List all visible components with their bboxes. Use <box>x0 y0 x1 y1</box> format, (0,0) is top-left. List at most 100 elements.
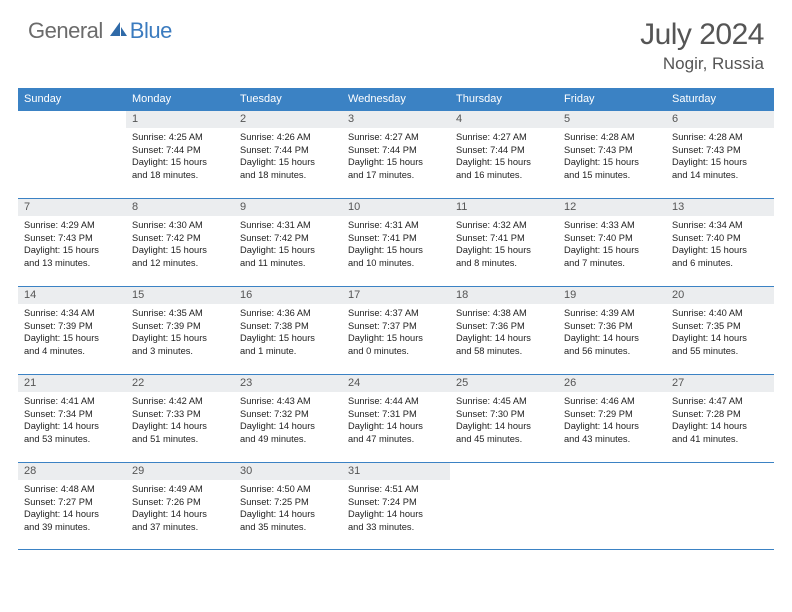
day-number: 25 <box>450 375 558 392</box>
sunrise-text: Sunrise: 4:27 AM <box>348 131 444 144</box>
day-number: 23 <box>234 375 342 392</box>
daylight-text: Daylight: 14 hours <box>564 420 660 433</box>
day-number: 5 <box>558 111 666 128</box>
sunrise-text: Sunrise: 4:34 AM <box>24 307 120 320</box>
daylight-text: Daylight: 15 hours <box>240 156 336 169</box>
day-number: 16 <box>234 287 342 304</box>
calendar-cell: 27Sunrise: 4:47 AMSunset: 7:28 PMDayligh… <box>666 374 774 462</box>
calendar-cell: 24Sunrise: 4:44 AMSunset: 7:31 PMDayligh… <box>342 374 450 462</box>
daylight-text: and 37 minutes. <box>132 521 228 534</box>
calendar-cell <box>666 462 774 550</box>
calendar-cell: 8Sunrise: 4:30 AMSunset: 7:42 PMDaylight… <box>126 198 234 286</box>
sunrise-text: Sunrise: 4:42 AM <box>132 395 228 408</box>
daylight-text: and 51 minutes. <box>132 433 228 446</box>
sunrise-text: Sunrise: 4:46 AM <box>564 395 660 408</box>
day-info: Sunrise: 4:51 AMSunset: 7:24 PMDaylight:… <box>342 480 450 539</box>
logo-text-blue: Blue <box>130 18 172 44</box>
sunset-text: Sunset: 7:26 PM <box>132 496 228 509</box>
daylight-text: and 11 minutes. <box>240 257 336 270</box>
calendar-cell: 16Sunrise: 4:36 AMSunset: 7:38 PMDayligh… <box>234 286 342 374</box>
day-info: Sunrise: 4:28 AMSunset: 7:43 PMDaylight:… <box>666 128 774 187</box>
sunrise-text: Sunrise: 4:49 AM <box>132 483 228 496</box>
day-info: Sunrise: 4:37 AMSunset: 7:37 PMDaylight:… <box>342 304 450 363</box>
calendar-cell: 26Sunrise: 4:46 AMSunset: 7:29 PMDayligh… <box>558 374 666 462</box>
day-info: Sunrise: 4:36 AMSunset: 7:38 PMDaylight:… <box>234 304 342 363</box>
calendar-cell: 5Sunrise: 4:28 AMSunset: 7:43 PMDaylight… <box>558 110 666 198</box>
daylight-text: Daylight: 14 hours <box>132 420 228 433</box>
calendar-cell: 18Sunrise: 4:38 AMSunset: 7:36 PMDayligh… <box>450 286 558 374</box>
daylight-text: Daylight: 15 hours <box>24 332 120 345</box>
daylight-text: Daylight: 14 hours <box>240 508 336 521</box>
daylight-text: Daylight: 14 hours <box>24 420 120 433</box>
day-number: 6 <box>666 111 774 128</box>
day-info: Sunrise: 4:34 AMSunset: 7:40 PMDaylight:… <box>666 216 774 275</box>
day-number: 26 <box>558 375 666 392</box>
calendar-cell: 17Sunrise: 4:37 AMSunset: 7:37 PMDayligh… <box>342 286 450 374</box>
daylight-text: and 18 minutes. <box>240 169 336 182</box>
weekday-tue: Tuesday <box>234 88 342 110</box>
day-number: 2 <box>234 111 342 128</box>
calendar-cell: 31Sunrise: 4:51 AMSunset: 7:24 PMDayligh… <box>342 462 450 550</box>
sunset-text: Sunset: 7:39 PM <box>132 320 228 333</box>
sunrise-text: Sunrise: 4:31 AM <box>348 219 444 232</box>
day-info: Sunrise: 4:48 AMSunset: 7:27 PMDaylight:… <box>18 480 126 539</box>
daylight-text: Daylight: 14 hours <box>672 420 768 433</box>
sunrise-text: Sunrise: 4:36 AM <box>240 307 336 320</box>
sunset-text: Sunset: 7:30 PM <box>456 408 552 421</box>
day-info: Sunrise: 4:31 AMSunset: 7:42 PMDaylight:… <box>234 216 342 275</box>
day-info: Sunrise: 4:40 AMSunset: 7:35 PMDaylight:… <box>666 304 774 363</box>
sunset-text: Sunset: 7:41 PM <box>456 232 552 245</box>
day-info: Sunrise: 4:45 AMSunset: 7:30 PMDaylight:… <box>450 392 558 451</box>
day-info: Sunrise: 4:38 AMSunset: 7:36 PMDaylight:… <box>450 304 558 363</box>
daylight-text: Daylight: 15 hours <box>132 156 228 169</box>
daylight-text: and 10 minutes. <box>348 257 444 270</box>
day-number: 11 <box>450 199 558 216</box>
sunrise-text: Sunrise: 4:39 AM <box>564 307 660 320</box>
daylight-text: and 1 minute. <box>240 345 336 358</box>
calendar-cell: 21Sunrise: 4:41 AMSunset: 7:34 PMDayligh… <box>18 374 126 462</box>
day-number: 31 <box>342 463 450 480</box>
sunset-text: Sunset: 7:32 PM <box>240 408 336 421</box>
daylight-text: Daylight: 15 hours <box>348 332 444 345</box>
sunset-text: Sunset: 7:27 PM <box>24 496 120 509</box>
sunset-text: Sunset: 7:36 PM <box>564 320 660 333</box>
day-number: 24 <box>342 375 450 392</box>
daylight-text: and 35 minutes. <box>240 521 336 534</box>
day-number: 19 <box>558 287 666 304</box>
logo-sail-icon <box>108 20 128 43</box>
day-info: Sunrise: 4:25 AMSunset: 7:44 PMDaylight:… <box>126 128 234 187</box>
sunrise-text: Sunrise: 4:47 AM <box>672 395 768 408</box>
day-number: 8 <box>126 199 234 216</box>
day-info: Sunrise: 4:28 AMSunset: 7:43 PMDaylight:… <box>558 128 666 187</box>
daylight-text: and 18 minutes. <box>132 169 228 182</box>
sunset-text: Sunset: 7:39 PM <box>24 320 120 333</box>
calendar: Sunday Monday Tuesday Wednesday Thursday… <box>18 88 774 550</box>
daylight-text: and 53 minutes. <box>24 433 120 446</box>
day-info: Sunrise: 4:30 AMSunset: 7:42 PMDaylight:… <box>126 216 234 275</box>
daylight-text: and 56 minutes. <box>564 345 660 358</box>
daylight-text: Daylight: 15 hours <box>456 244 552 257</box>
calendar-cell: 10Sunrise: 4:31 AMSunset: 7:41 PMDayligh… <box>342 198 450 286</box>
daylight-text: Daylight: 14 hours <box>456 332 552 345</box>
daylight-text: Daylight: 15 hours <box>132 244 228 257</box>
day-number: 27 <box>666 375 774 392</box>
sunrise-text: Sunrise: 4:33 AM <box>564 219 660 232</box>
daylight-text: and 58 minutes. <box>456 345 552 358</box>
sunrise-text: Sunrise: 4:25 AM <box>132 131 228 144</box>
daylight-text: Daylight: 14 hours <box>24 508 120 521</box>
day-info: Sunrise: 4:32 AMSunset: 7:41 PMDaylight:… <box>450 216 558 275</box>
day-info: Sunrise: 4:47 AMSunset: 7:28 PMDaylight:… <box>666 392 774 451</box>
daylight-text: Daylight: 15 hours <box>348 156 444 169</box>
daylight-text: and 33 minutes. <box>348 521 444 534</box>
day-info: Sunrise: 4:27 AMSunset: 7:44 PMDaylight:… <box>450 128 558 187</box>
daylight-text: and 14 minutes. <box>672 169 768 182</box>
calendar-cell: 12Sunrise: 4:33 AMSunset: 7:40 PMDayligh… <box>558 198 666 286</box>
sunrise-text: Sunrise: 4:37 AM <box>348 307 444 320</box>
calendar-cell: 1Sunrise: 4:25 AMSunset: 7:44 PMDaylight… <box>126 110 234 198</box>
daylight-text: and 7 minutes. <box>564 257 660 270</box>
sunset-text: Sunset: 7:34 PM <box>24 408 120 421</box>
title-block: July 2024 Nogir, Russia <box>640 18 764 74</box>
sunset-text: Sunset: 7:40 PM <box>672 232 768 245</box>
sunset-text: Sunset: 7:42 PM <box>132 232 228 245</box>
calendar-cell: 15Sunrise: 4:35 AMSunset: 7:39 PMDayligh… <box>126 286 234 374</box>
